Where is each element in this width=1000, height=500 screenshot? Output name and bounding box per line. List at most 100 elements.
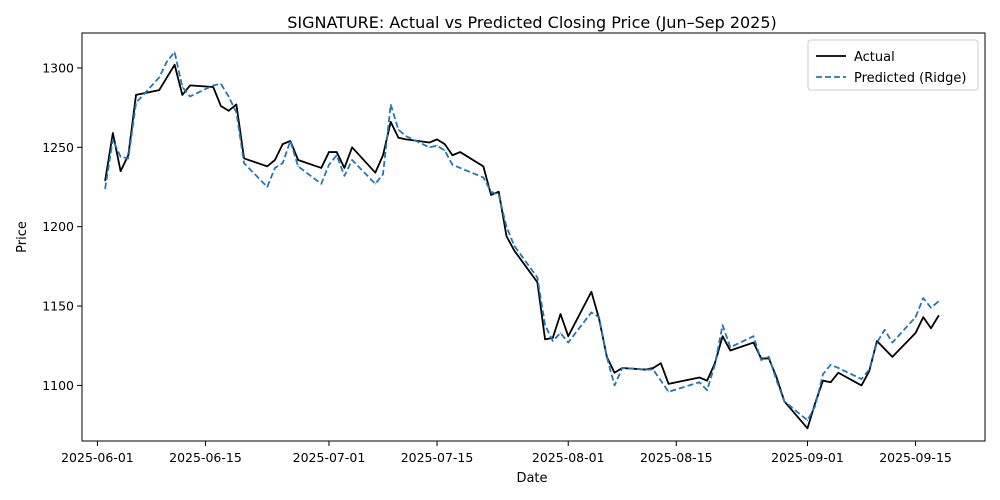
data-point-predicted <box>228 95 230 98</box>
data-point-predicted <box>104 187 106 190</box>
data-point-predicted <box>760 359 762 361</box>
data-point-actual <box>158 89 160 91</box>
data-point-actual <box>590 291 592 293</box>
x-tick-label: 2025-09-01 <box>771 450 844 465</box>
data-point-predicted <box>544 324 546 326</box>
data-point-actual <box>822 380 824 382</box>
data-point-actual <box>320 167 322 169</box>
data-point-predicted <box>814 405 816 407</box>
data-point-actual <box>166 76 168 79</box>
data-point-predicted <box>243 162 245 164</box>
data-point-predicted <box>536 276 538 279</box>
x-tick-label: 2025-07-01 <box>293 450 366 465</box>
data-point-actual <box>266 165 268 167</box>
data-point-predicted <box>444 149 446 152</box>
data-point-actual <box>706 380 708 382</box>
x-tick-label: 2025-06-01 <box>61 450 134 465</box>
data-point-predicted <box>297 165 299 167</box>
data-point-predicted <box>112 138 114 140</box>
data-point-predicted <box>559 332 562 334</box>
data-point-actual <box>482 165 484 167</box>
data-point-actual <box>444 143 446 145</box>
data-point-predicted <box>837 367 839 369</box>
data-point-actual <box>382 154 384 156</box>
data-point-predicted <box>127 157 129 160</box>
data-point-predicted <box>374 183 376 185</box>
data-point-predicted <box>768 356 770 358</box>
data-point-predicted <box>606 356 608 358</box>
data-point-actual <box>613 372 616 374</box>
data-point-actual <box>405 138 407 140</box>
data-point-predicted <box>482 176 484 179</box>
data-point-actual <box>328 151 330 153</box>
data-point-predicted <box>660 380 662 382</box>
data-point-predicted <box>351 159 353 161</box>
data-point-actual <box>397 137 400 139</box>
data-point-actual <box>667 383 670 385</box>
x-tick-label: 2025-07-15 <box>401 450 474 465</box>
data-point-actual <box>135 94 137 96</box>
data-point-predicted <box>698 381 701 383</box>
data-point-actual <box>174 64 176 66</box>
data-point-predicted <box>783 400 785 402</box>
data-point-actual <box>938 314 940 317</box>
data-point-predicted <box>513 245 515 247</box>
data-point-actual <box>513 249 515 252</box>
data-point-predicted <box>598 316 600 318</box>
data-point-predicted <box>868 368 870 371</box>
data-point-predicted <box>822 373 824 375</box>
data-point-predicted <box>189 95 191 98</box>
data-point-predicted <box>930 307 932 309</box>
data-point-actual <box>698 376 701 379</box>
data-point-predicted <box>405 135 407 137</box>
data-point-predicted <box>721 324 724 326</box>
y-axis-label: Price <box>15 221 30 253</box>
data-point-actual <box>235 103 237 106</box>
x-tick-label: 2025-08-01 <box>532 450 605 465</box>
data-point-actual <box>127 154 129 156</box>
data-point-predicted <box>459 167 461 169</box>
data-point-predicted <box>552 340 554 342</box>
data-point-predicted <box>776 380 778 382</box>
data-point-predicted <box>289 140 291 142</box>
data-point-actual <box>343 167 346 169</box>
data-point-predicted <box>490 191 492 193</box>
plot-frame <box>81 32 986 442</box>
data-point-predicted <box>505 226 508 228</box>
y-tick-label: 1200 <box>42 219 74 234</box>
data-point-actual <box>567 335 569 337</box>
data-point-actual <box>336 151 338 153</box>
data-point-predicted <box>181 86 183 88</box>
data-point-predicted <box>451 164 454 166</box>
data-point-actual <box>212 86 214 88</box>
data-point-predicted <box>266 186 268 188</box>
data-point-predicted <box>328 164 330 166</box>
data-point-actual <box>490 194 492 196</box>
data-point-predicted <box>336 154 338 156</box>
data-point-actual <box>544 338 546 340</box>
data-point-predicted <box>166 60 168 63</box>
data-point-actual <box>559 313 562 315</box>
data-point-predicted <box>282 162 284 164</box>
data-point-predicted <box>135 102 137 104</box>
data-point-predicted <box>876 341 878 344</box>
data-point-predicted <box>567 341 569 344</box>
data-point-actual <box>451 154 454 156</box>
data-point-actual <box>552 337 554 339</box>
x-axis: 2025-06-01 2025-06-15 2025-07-01 2025-07-15… <box>61 441 952 465</box>
data-point-actual <box>220 105 222 107</box>
data-point-predicted <box>220 83 222 85</box>
data-point-actual <box>914 332 917 334</box>
data-point-actual <box>752 341 755 344</box>
data-point-predicted <box>613 384 616 387</box>
data-point-predicted <box>806 419 809 421</box>
data-point-actual <box>837 372 839 374</box>
data-point-actual <box>459 151 461 153</box>
data-point-predicted <box>652 368 654 371</box>
plot-area <box>104 51 940 430</box>
x-tick-label: 2025-08-15 <box>640 450 713 465</box>
data-point-actual <box>228 110 230 112</box>
data-point-actual <box>652 367 654 369</box>
data-point-predicted <box>830 364 832 366</box>
